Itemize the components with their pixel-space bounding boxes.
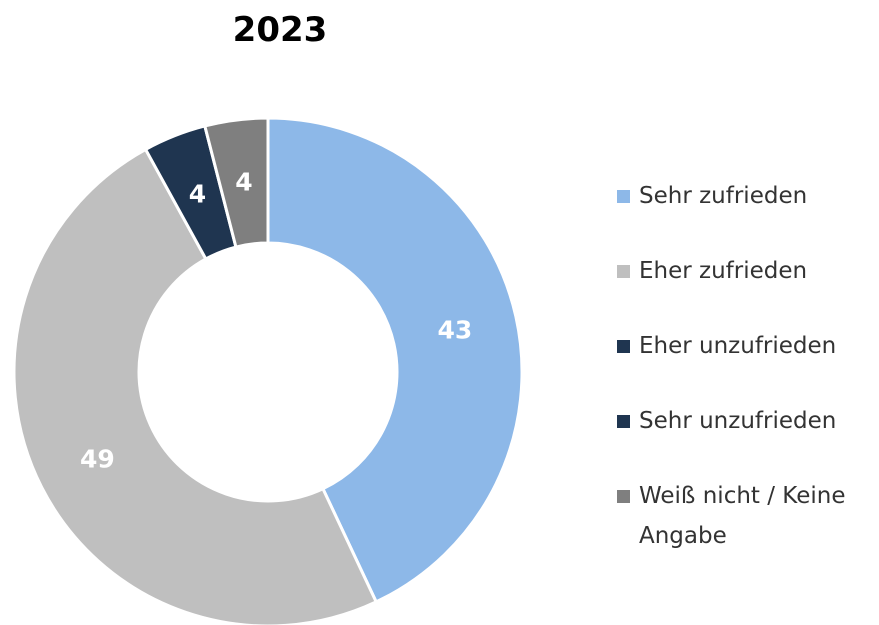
legend-swatch — [617, 265, 630, 278]
legend-label: Sehr unzufrieden — [639, 408, 837, 434]
legend-item: Weiß nicht / Keine Angabe — [612, 476, 874, 556]
donut-slice — [266, 116, 524, 604]
legend-label: Eher zufrieden — [639, 258, 808, 284]
data-label: 4 — [189, 179, 206, 208]
legend-label: Eher unzufrieden — [639, 333, 837, 359]
legend-swatch — [617, 415, 630, 428]
legend-item: Sehr unzufrieden — [612, 401, 874, 441]
donut-slice — [203, 116, 270, 249]
legend-label: Weiß nicht / Keine Angabe — [639, 483, 846, 549]
legend: Sehr zufrieden Eher zufrieden Eher unzufri… — [612, 176, 874, 591]
donut-slice — [12, 147, 379, 625]
legend-item: Eher unzufrieden — [612, 326, 874, 366]
legend-swatch — [617, 190, 630, 203]
legend-item: Sehr zufrieden — [612, 176, 874, 216]
legend-label: Sehr zufrieden — [639, 183, 808, 209]
legend-item: Eher zufrieden — [612, 251, 874, 291]
data-label: 4 — [235, 168, 252, 197]
data-label: 49 — [80, 444, 115, 473]
chart-title: 2023 — [233, 10, 328, 50]
legend-swatch — [617, 340, 630, 353]
data-label: 43 — [437, 316, 472, 345]
legend-swatch — [617, 490, 630, 503]
